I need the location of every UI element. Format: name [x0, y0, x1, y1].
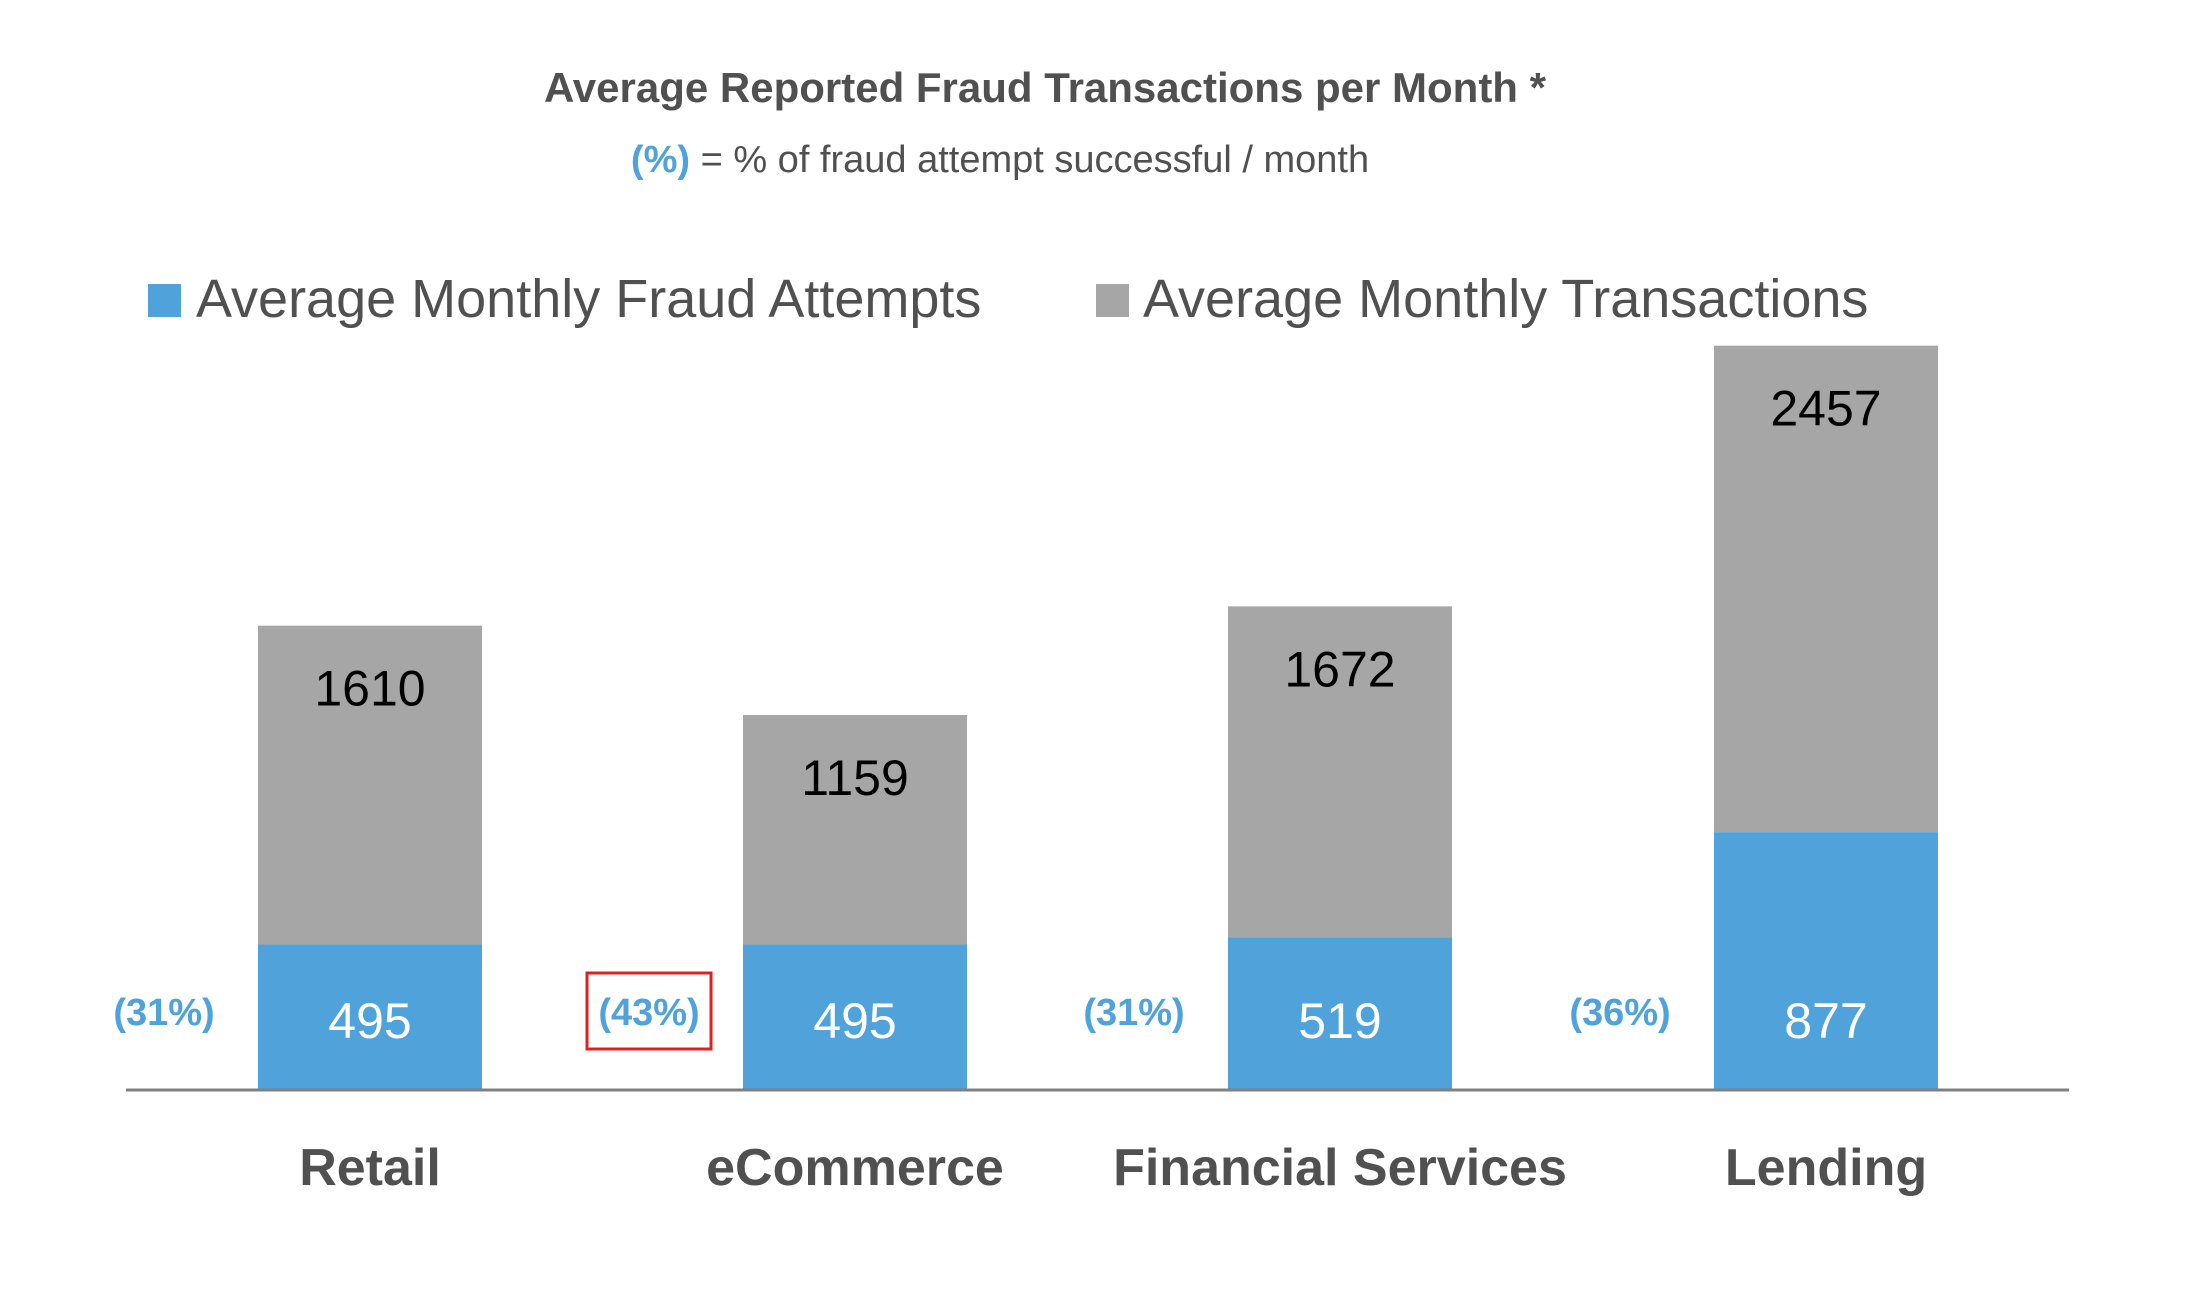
success-rate-label-3: (36%) [1569, 992, 1670, 1034]
success-rate-label-1: (43%) [598, 992, 699, 1034]
bar-transactions-1 [743, 714, 967, 945]
x-tick-label-1: eCommerce [706, 1139, 1004, 1197]
bar-fraud-attempts-3 [1714, 832, 1938, 1090]
x-tick-label-2: Financial Services [1113, 1139, 1567, 1197]
bar-fraud-attempts-2 [1228, 937, 1452, 1090]
data-label-fraud-attempts-0: 495 [328, 993, 411, 1049]
legend-label-fraud-attempts: Average Monthly Fraud Attempts [196, 269, 981, 329]
bar-transactions-2 [1228, 606, 1452, 938]
legend-label-transactions: Average Monthly Transactions [1143, 269, 1868, 329]
subtitle-key: (%) [631, 139, 690, 181]
data-label-transactions-2: 1672 [1284, 641, 1395, 697]
bar-transactions-0 [258, 625, 482, 945]
data-label-transactions-3: 2457 [1770, 381, 1881, 437]
success-rate-label-2: (31%) [1083, 992, 1184, 1034]
chart-subtitle: (%) = % of fraud attempt successful / mo… [631, 139, 1369, 181]
bar-transactions-3 [1714, 345, 1938, 833]
data-label-fraud-attempts-3: 877 [1784, 993, 1867, 1049]
data-label-transactions-1: 1159 [801, 750, 909, 806]
success-rate-label-0: (31%) [113, 992, 214, 1034]
legend-swatch-transactions [1096, 284, 1129, 317]
highlight-box [585, 971, 713, 1051]
x-tick-label-0: Retail [299, 1139, 441, 1197]
bar-fraud-attempts-0 [258, 944, 482, 1090]
data-label-fraud-attempts-2: 519 [1298, 993, 1381, 1049]
data-label-transactions-0: 1610 [314, 661, 425, 717]
data-label-fraud-attempts-1: 495 [813, 993, 896, 1049]
x-tick-label-3: Lending [1725, 1139, 1927, 1197]
legend-swatch-fraud-attempts [148, 284, 181, 317]
bar-fraud-attempts-1 [743, 944, 967, 1090]
subtitle-text: = % of fraud attempt successful / month [690, 139, 1369, 181]
chart-title: Average Reported Fraud Transactions per … [544, 64, 1547, 111]
